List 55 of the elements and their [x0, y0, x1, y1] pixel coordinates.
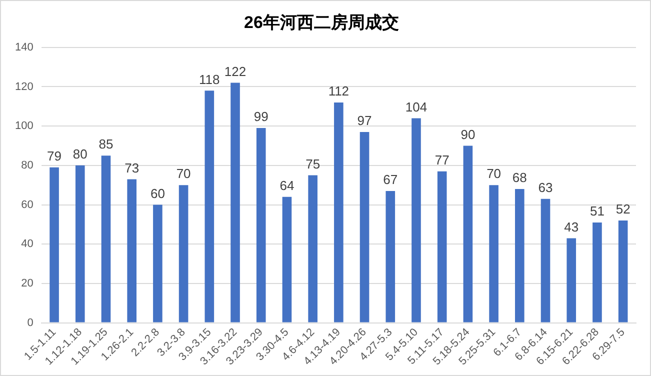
bar: [360, 132, 370, 322]
y-tick-label: 60: [21, 198, 34, 211]
data-label: 43: [564, 219, 579, 234]
bar: [127, 179, 136, 322]
data-label: 118: [199, 72, 220, 87]
data-label: 77: [434, 152, 450, 168]
bar: [334, 102, 344, 322]
data-label: 67: [383, 172, 398, 188]
bar: [489, 185, 498, 322]
y-tick-label: 80: [21, 159, 34, 172]
bar: [463, 146, 473, 322]
data-label: 90: [460, 126, 476, 142]
data-label: 70: [176, 166, 191, 182]
bar: [437, 171, 447, 322]
data-label: 63: [538, 180, 553, 195]
bar: [178, 185, 188, 322]
y-tick-label: 120: [14, 80, 34, 93]
data-label: 60: [150, 186, 165, 201]
bar: [50, 167, 59, 322]
bar: [386, 191, 396, 322]
y-tick-label: 140: [14, 41, 34, 54]
data-label: 68: [512, 170, 527, 186]
data-label: 73: [124, 160, 140, 176]
y-tick-label: 100: [14, 120, 34, 132]
bar: [256, 128, 266, 322]
bar: [566, 238, 576, 322]
bar: [412, 118, 421, 322]
data-label: 122: [224, 64, 246, 79]
bar: [204, 90, 214, 322]
data-label: 52: [616, 202, 630, 217]
bar: [515, 189, 524, 322]
bar: [153, 204, 162, 322]
bar: [101, 156, 111, 322]
data-label: 99: [254, 109, 268, 124]
data-label: 51: [590, 204, 604, 219]
data-label: 79: [47, 148, 62, 164]
bar: [75, 165, 85, 322]
data-label: 64: [280, 178, 294, 193]
bar: [308, 175, 318, 322]
data-label: 97: [357, 113, 372, 128]
bar: [618, 220, 628, 322]
bar: [540, 198, 550, 322]
y-tick-label: 0: [27, 316, 34, 329]
chart-title: 26年河西二房周成交: [244, 12, 399, 32]
y-tick-label: 20: [21, 277, 34, 290]
data-label: 75: [306, 156, 320, 172]
data-label: 112: [328, 84, 350, 99]
y-tick-label: 40: [21, 238, 34, 250]
bar: [282, 196, 292, 322]
data-label: 85: [98, 136, 114, 152]
bar: [592, 222, 602, 322]
data-label: 80: [72, 146, 88, 162]
bar: [230, 82, 240, 322]
data-label: 70: [486, 166, 502, 182]
data-label: 104: [405, 99, 428, 114]
